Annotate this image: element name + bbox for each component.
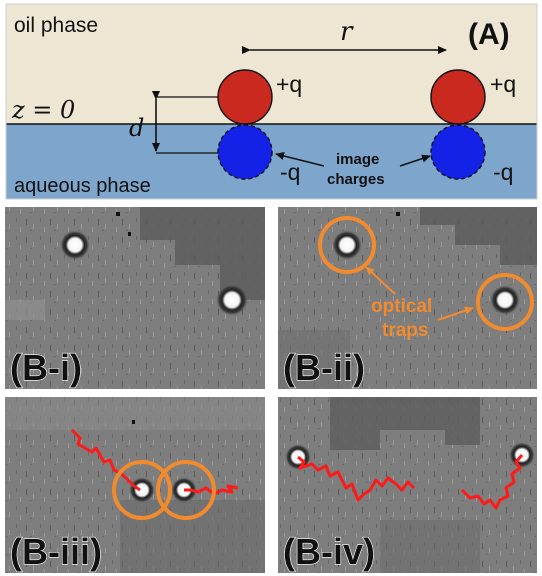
plus-q-label-left: +q <box>276 71 302 97</box>
optical-trap-ring-2 <box>476 273 534 331</box>
particle-b-ii-2 <box>490 285 520 315</box>
minus-q-label-left: -q <box>280 159 300 185</box>
image-charges-arrow-right <box>399 154 431 167</box>
trajectory-b-iv-2 <box>460 454 524 510</box>
optical-traps-arrow-1 <box>365 266 396 295</box>
particle-b-ii-1 <box>332 230 362 260</box>
panel-b-iv-label: (B-iv) <box>283 531 375 572</box>
image-charge-right <box>430 124 486 180</box>
panel-a: oil phase aqueous phase (A) r z = 0 d +q… <box>5 3 538 200</box>
trajectory-b-iv-1 <box>297 455 416 502</box>
optical-trap-ring-1 <box>318 216 376 274</box>
panel-b-ii: optical traps (B-ii) <box>278 207 537 389</box>
panel-b-iii-label: (B-iii) <box>10 531 102 572</box>
image-charges-label-line1: image <box>336 151 379 168</box>
image-charges-label-line2: charges <box>327 171 385 188</box>
image-charges-arrow-left <box>275 152 325 167</box>
particle-b-i-2 <box>216 284 248 316</box>
optical-traps-label-line2: traps <box>382 320 428 341</box>
panel-b-iv: (B-iv) <box>278 397 537 573</box>
panel-b-ii-label: (B-ii) <box>283 347 365 388</box>
oil-phase-label: oil phase <box>14 14 98 37</box>
optical-trap-ring-b-iii-1 <box>112 460 172 520</box>
panel-a-label: (A) <box>468 18 510 51</box>
particle-b-i-1 <box>60 230 90 260</box>
panel-b-iii: (B-iii) <box>5 397 265 573</box>
minus-q-label-right: -q <box>493 159 513 185</box>
positive-charge-left <box>217 69 273 125</box>
plus-q-label-right: +q <box>490 71 516 97</box>
optical-traps-arrow-2 <box>437 306 474 321</box>
image-charge-left <box>217 124 273 180</box>
panel-b-i: (B-i) <box>5 207 265 389</box>
r-label: r <box>340 17 354 47</box>
particle-b-iii-1 <box>129 477 155 503</box>
d-label: d <box>129 114 144 142</box>
aqueous-phase-label: aqueous phase <box>14 175 151 197</box>
optical-trap-ring-b-iii-2 <box>156 460 216 520</box>
z-zero-label: z = 0 <box>11 96 75 124</box>
optical-traps-label-line1: optical <box>371 296 432 317</box>
positive-charge-right <box>430 69 486 125</box>
trajectory-b-iii-1 <box>70 428 141 492</box>
panel-b-i-label: (B-i) <box>10 347 82 388</box>
